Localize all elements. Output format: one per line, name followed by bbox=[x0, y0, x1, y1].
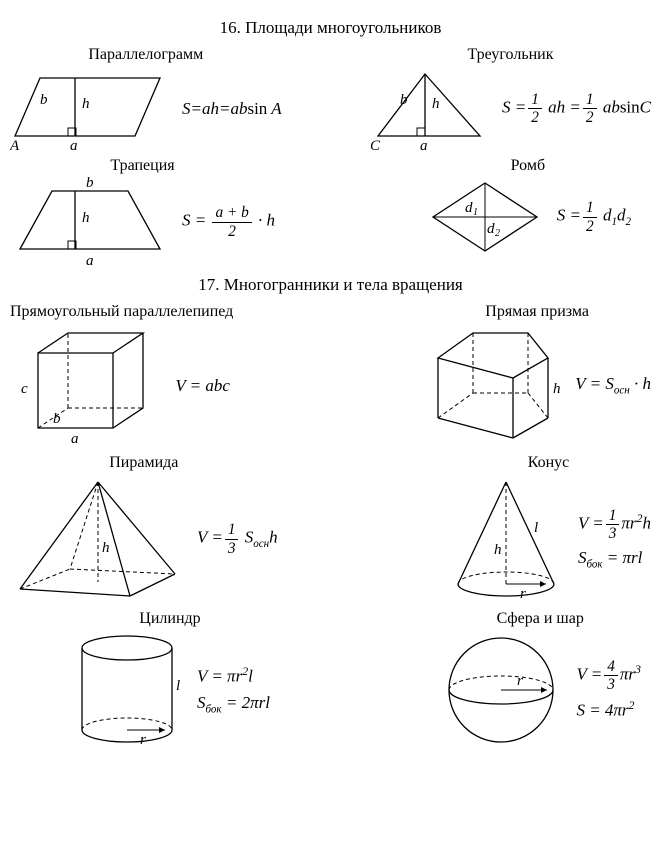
triangle-diagram: b h a C bbox=[370, 66, 490, 151]
cell-prism: Прямая призма h V = Sосн · h bbox=[423, 303, 651, 448]
svg-text:c: c bbox=[21, 381, 28, 397]
pyramid-title: Пирамида bbox=[109, 454, 178, 472]
svg-text:1: 1 bbox=[473, 207, 478, 218]
svg-text:b: b bbox=[53, 411, 61, 427]
parallelogram-diagram: b h a A bbox=[10, 66, 170, 151]
prism-diagram: h bbox=[423, 323, 563, 448]
svg-text:a: a bbox=[86, 253, 94, 267]
row-pyramid-cone: Пирамида h V =13 Sоснh Конус bbox=[10, 454, 651, 604]
cone-title: Конус bbox=[528, 454, 570, 472]
cell-box: Прямоугольный параллелепипед c b a V = a… bbox=[10, 303, 233, 448]
svg-text:2: 2 bbox=[495, 228, 500, 239]
row-parallelogram-triangle: Параллелограмм b h a A S=ah=absin A Треу… bbox=[10, 46, 651, 151]
rhombus-formula: S =12 d1d2 bbox=[557, 200, 631, 234]
triangle-title: Треугольник bbox=[468, 46, 554, 64]
svg-text:A: A bbox=[10, 138, 20, 151]
box-formula: V = abc bbox=[175, 376, 230, 396]
cylinder-formula-v: V = πr2l bbox=[197, 664, 270, 687]
rhombus-title: Ромб bbox=[511, 157, 545, 175]
svg-text:l: l bbox=[534, 520, 538, 536]
pyramid-formula: V =13 Sоснh bbox=[197, 522, 278, 556]
svg-text:a: a bbox=[420, 138, 428, 151]
cell-triangle: Треугольник b h a C S =12 ah =12 absinC bbox=[370, 46, 651, 151]
parallelogram-title: Параллелограмм bbox=[88, 46, 203, 64]
triangle-formula: S =12 ah =12 absinC bbox=[502, 92, 651, 126]
sphere-formula-v: V =43πr3 bbox=[576, 659, 641, 693]
svg-text:C: C bbox=[370, 138, 381, 151]
svg-text:h: h bbox=[82, 210, 90, 226]
box-diagram: c b a bbox=[13, 323, 163, 448]
svg-text:d: d bbox=[487, 221, 495, 237]
svg-text:a: a bbox=[71, 431, 79, 447]
sphere-formulas: V =43πr3 S = 4πr2 bbox=[576, 659, 641, 721]
box-title: Прямоугольный параллелепипед bbox=[10, 303, 233, 321]
svg-text:b: b bbox=[400, 92, 408, 108]
svg-text:b: b bbox=[86, 177, 94, 191]
row-trapezoid-rhombus: Трапеция b h a S = a + b2 · h Ромб d1 d2 bbox=[10, 157, 651, 267]
svg-text:b: b bbox=[40, 92, 48, 108]
sphere-title: Сфера и шар bbox=[497, 610, 584, 628]
cell-cylinder: Цилиндр l r V = πr2l Sбок = 2πrl bbox=[70, 610, 270, 750]
sphere-diagram: r bbox=[439, 630, 564, 750]
cell-trapezoid: Трапеция b h a S = a + b2 · h bbox=[10, 157, 275, 267]
svg-text:d: d bbox=[465, 200, 473, 216]
svg-text:r: r bbox=[517, 673, 523, 689]
cone-formula-s: Sбок = πrl bbox=[578, 548, 651, 570]
trapezoid-title: Трапеция bbox=[110, 157, 174, 175]
svg-text:h: h bbox=[82, 96, 90, 112]
sphere-formula-s: S = 4πr2 bbox=[576, 698, 641, 721]
trapezoid-formula: S = a + b2 · h bbox=[182, 205, 275, 239]
section16-title: 16. Площади многоугольников bbox=[10, 18, 651, 38]
trapezoid-diagram: b h a bbox=[10, 177, 170, 267]
cell-sphere: Сфера и шар r V =43πr3 S = 4πr2 bbox=[439, 610, 641, 750]
cone-formulas: V =13πr2h Sбок = πrl bbox=[578, 508, 651, 570]
svg-text:h: h bbox=[432, 96, 440, 112]
rhombus-diagram: d1 d2 bbox=[425, 177, 545, 257]
cell-rhombus: Ромб d1 d2 S =12 d1d2 bbox=[425, 157, 631, 267]
svg-text:l: l bbox=[176, 678, 180, 694]
row-box-prism: Прямоугольный параллелепипед c b a V = a… bbox=[10, 303, 651, 448]
svg-text:h: h bbox=[102, 540, 110, 556]
row-cylinder-sphere: Цилиндр l r V = πr2l Sбок = 2πrl Сфера и… bbox=[10, 610, 651, 750]
prism-title: Прямая призма bbox=[485, 303, 589, 321]
prism-formula: V = Sосн · h bbox=[575, 374, 651, 396]
parallelogram-formula: S=ah=absin A bbox=[182, 99, 282, 119]
cone-formula-v: V =13πr2h bbox=[578, 508, 651, 542]
cell-cone: Конус l h r V =13πr2h Sбок = πrl bbox=[446, 454, 651, 604]
cylinder-title: Цилиндр bbox=[139, 610, 200, 628]
cell-parallelogram: Параллелограмм b h a A S=ah=absin A bbox=[10, 46, 282, 151]
svg-text:h: h bbox=[553, 381, 561, 397]
cylinder-diagram: l r bbox=[70, 630, 185, 750]
svg-text:h: h bbox=[494, 542, 502, 558]
cylinder-formula-s: Sбок = 2πrl bbox=[197, 693, 270, 715]
section17-title: 17. Многогранники и тела вращения bbox=[10, 275, 651, 295]
cone-diagram: l h r bbox=[446, 474, 566, 604]
svg-text:r: r bbox=[520, 586, 526, 602]
cell-pyramid: Пирамида h V =13 Sоснh bbox=[10, 454, 278, 604]
cylinder-formulas: V = πr2l Sбок = 2πrl bbox=[197, 664, 270, 715]
svg-text:r: r bbox=[140, 732, 146, 748]
svg-text:a: a bbox=[70, 138, 78, 151]
pyramid-diagram: h bbox=[10, 474, 185, 604]
